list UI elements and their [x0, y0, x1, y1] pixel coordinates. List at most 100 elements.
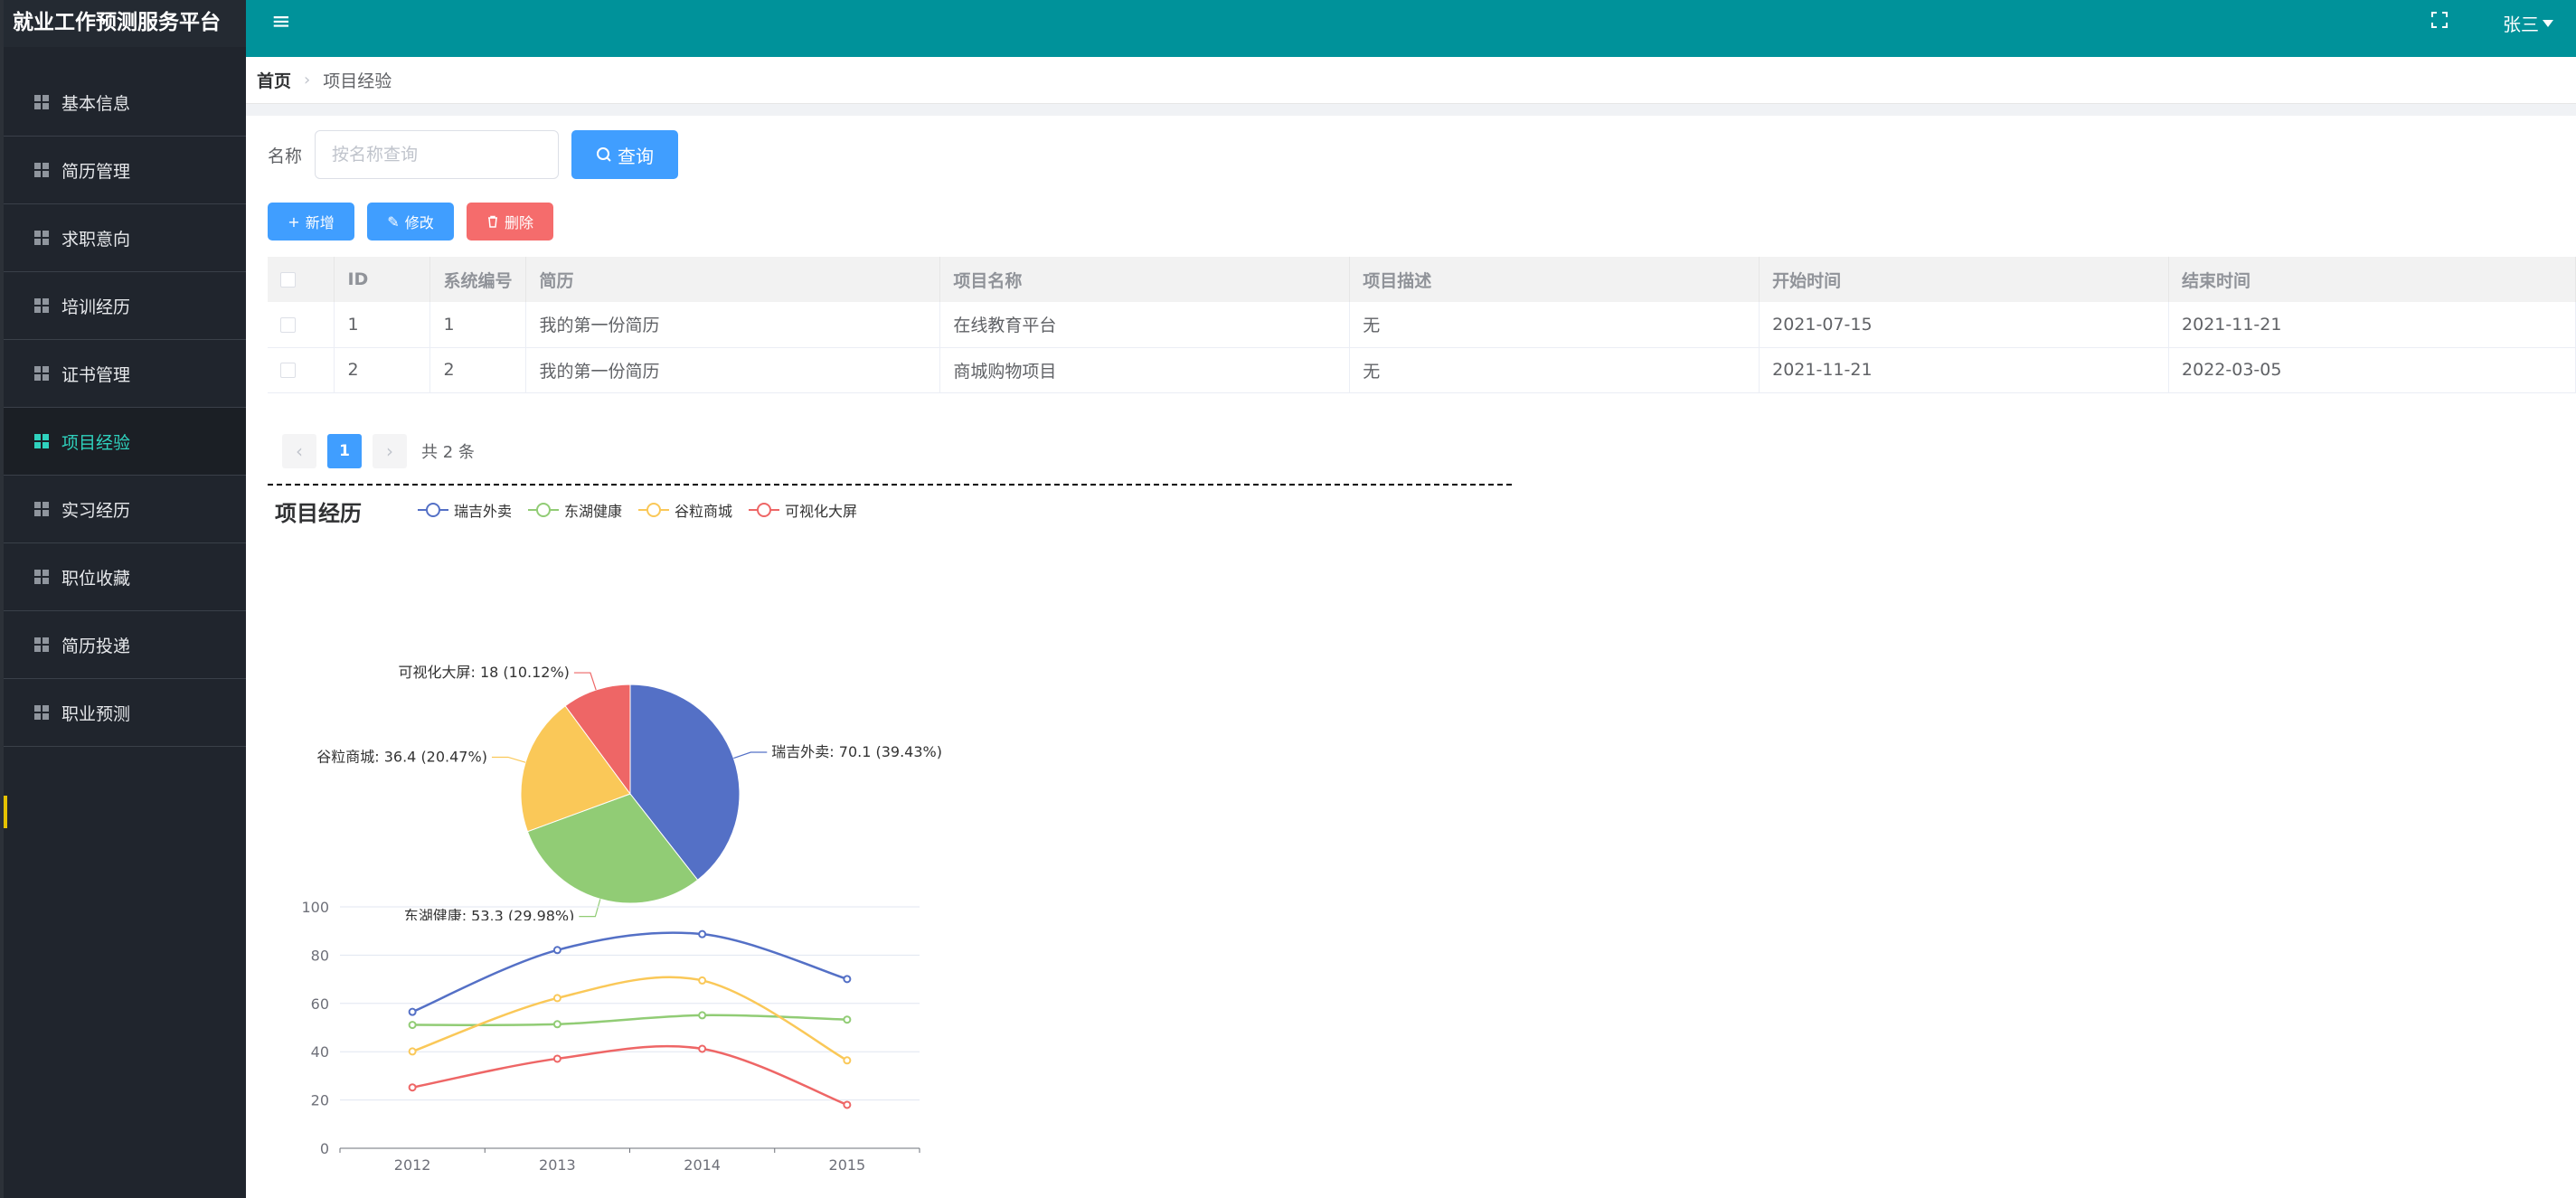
data-point[interactable] [552, 1020, 561, 1029]
data-point[interactable] [408, 1007, 417, 1016]
chart-legend: 瑞吉外卖 东湖健康 谷粒商城 可视化大屏 [418, 499, 857, 521]
table-cell: 2 [334, 347, 431, 393]
series-line[interactable] [412, 1014, 847, 1027]
trash-icon [487, 215, 497, 228]
line-chart: 0 20 40 60 80 100 2012 2013 2014 2015 [301, 899, 920, 1174]
pie-slice[interactable] [526, 793, 699, 904]
data-table: ID 系统编号 简历 项目名称 项目描述 开始时间 结束时间 1 1 我的第一份… [268, 257, 2576, 393]
delete-button[interactable]: 删除 [467, 203, 553, 241]
data-point[interactable] [552, 946, 561, 955]
search-input[interactable] [315, 130, 560, 179]
table-header-row: ID 系统编号 简历 项目名称 项目描述 开始时间 结束时间 [268, 257, 2576, 302]
column-header[interactable]: 简历 [525, 257, 941, 302]
legend-label: 瑞吉外卖 [454, 503, 513, 520]
grid-icon [34, 705, 49, 720]
search-row: 名称 查询 [268, 130, 679, 179]
pie-slice[interactable] [520, 704, 631, 833]
query-button[interactable]: 查询 [571, 130, 679, 179]
data-point[interactable] [843, 1015, 852, 1024]
fullscreen-icon[interactable] [2430, 11, 2449, 29]
pie-slice[interactable] [564, 684, 631, 796]
add-button[interactable]: + 新增 [268, 203, 354, 241]
sidebar-item-projects[interactable]: 项目经验 [4, 408, 246, 476]
series-line[interactable] [411, 931, 848, 1014]
data-point[interactable] [698, 1044, 707, 1053]
breadcrumb: 首页 › 项目经验 [246, 57, 2576, 104]
legend-item[interactable]: 谷粒商城 [638, 499, 732, 521]
legend-label: 谷粒商城 [675, 503, 733, 520]
sidebar-item-internship[interactable]: 实习经历 [4, 476, 246, 543]
sidebar-item-label: 培训经历 [61, 297, 131, 317]
legend-item[interactable]: 东湖健康 [528, 499, 622, 521]
legend-item[interactable]: 瑞吉外卖 [418, 499, 512, 521]
app-title: 就业工作预测服务平台 [4, 0, 246, 47]
series-line[interactable] [411, 1044, 848, 1107]
table-row[interactable]: 1 1 我的第一份简历 在线教育平台 无 2021-07-15 2021-11-… [268, 302, 2576, 348]
grid-icon [34, 434, 49, 448]
column-header[interactable]: 项目描述 [1349, 257, 1760, 302]
sidebar-item-training[interactable]: 培训经历 [4, 272, 246, 340]
data-point[interactable] [552, 994, 561, 1003]
user-menu[interactable]: 张三 [2503, 10, 2553, 36]
x-tick-label: 2013 [539, 1156, 576, 1174]
column-header[interactable]: 系统编号 [429, 257, 527, 302]
query-button-label: 查询 [618, 145, 655, 167]
legend-marker [418, 503, 448, 517]
data-point[interactable] [552, 1054, 561, 1063]
data-point[interactable] [843, 1056, 852, 1065]
pagination-total: 共 2 条 [421, 443, 475, 462]
table-cell: 2021-11-21 [1759, 347, 2170, 393]
data-point[interactable] [408, 1083, 417, 1092]
pie-slice[interactable] [629, 684, 741, 881]
table-cell: 2021-11-21 [2168, 302, 2576, 348]
data-point[interactable] [843, 975, 852, 984]
data-point[interactable] [698, 976, 707, 985]
column-header[interactable]: 结束时间 [2168, 257, 2576, 302]
row-checkbox[interactable] [268, 347, 335, 393]
table-cell: 无 [1349, 347, 1760, 393]
table-row[interactable]: 2 2 我的第一份简历 商城购物项目 无 2021-11-21 2022-03-… [268, 347, 2576, 393]
edit-button[interactable]: ✎ 修改 [367, 203, 454, 241]
table-cell: 1 [334, 302, 431, 348]
column-header[interactable]: 项目名称 [939, 257, 1351, 302]
table-cell: 1 [429, 302, 527, 348]
breadcrumb-home[interactable]: 首页 [257, 71, 292, 91]
data-point[interactable] [698, 1011, 707, 1020]
sidebar-item-delivery[interactable]: 简历投递 [4, 611, 246, 679]
column-header[interactable]: 开始时间 [1759, 257, 2170, 302]
data-point[interactable] [698, 929, 707, 939]
data-point[interactable] [408, 1047, 417, 1056]
next-page-button[interactable]: › [373, 434, 407, 468]
pie-label: 东湖健康: 53.3 (29.98%) [404, 908, 575, 920]
sidebar-item-favorites[interactable]: 职位收藏 [4, 543, 246, 611]
page-number-button[interactable]: 1 [327, 434, 362, 468]
pencil-icon: ✎ [387, 212, 400, 231]
sidebar-item-certificates[interactable]: 证书管理 [4, 340, 246, 408]
sidebar-item-basic-info[interactable]: 基本信息 [4, 69, 246, 137]
legend-item[interactable]: 可视化大屏 [749, 499, 857, 521]
table-cell: 我的第一份简历 [525, 302, 941, 348]
column-header[interactable]: ID [334, 257, 431, 302]
sidebar-item-career-prediction[interactable]: 职业预测 [4, 679, 246, 747]
select-all-checkbox[interactable] [268, 257, 335, 302]
series-line[interactable] [411, 976, 848, 1061]
pie-chart: 瑞吉外卖: 70.1 (39.43%) 东湖健康: 53.3 (29.98%) 谷粒… [316, 664, 942, 920]
sidebar-item-job-intention[interactable]: 求职意向 [4, 204, 246, 272]
sidebar-item-label: 证书管理 [61, 364, 131, 385]
delete-button-label: 删除 [504, 214, 533, 231]
sidebar-item-resume[interactable]: 简历管理 [4, 137, 246, 204]
row-checkbox[interactable] [268, 302, 335, 348]
data-point[interactable] [843, 1100, 852, 1109]
prev-page-button[interactable]: ‹ [282, 434, 316, 468]
table-cell: 无 [1349, 302, 1760, 348]
data-point[interactable] [408, 1021, 417, 1030]
menu-toggle-icon[interactable]: ≡ [271, 8, 291, 35]
x-tick-label: 2014 [684, 1156, 721, 1174]
sidebar-item-label: 求职意向 [61, 229, 131, 250]
y-tick-label: 0 [320, 1140, 329, 1157]
caret-down-icon [2543, 19, 2553, 27]
toolbar: + 新增 ✎ 修改 删除 [268, 203, 553, 241]
grid-icon [34, 231, 49, 245]
table-cell: 在线教育平台 [939, 302, 1351, 348]
legend-marker [749, 503, 780, 517]
